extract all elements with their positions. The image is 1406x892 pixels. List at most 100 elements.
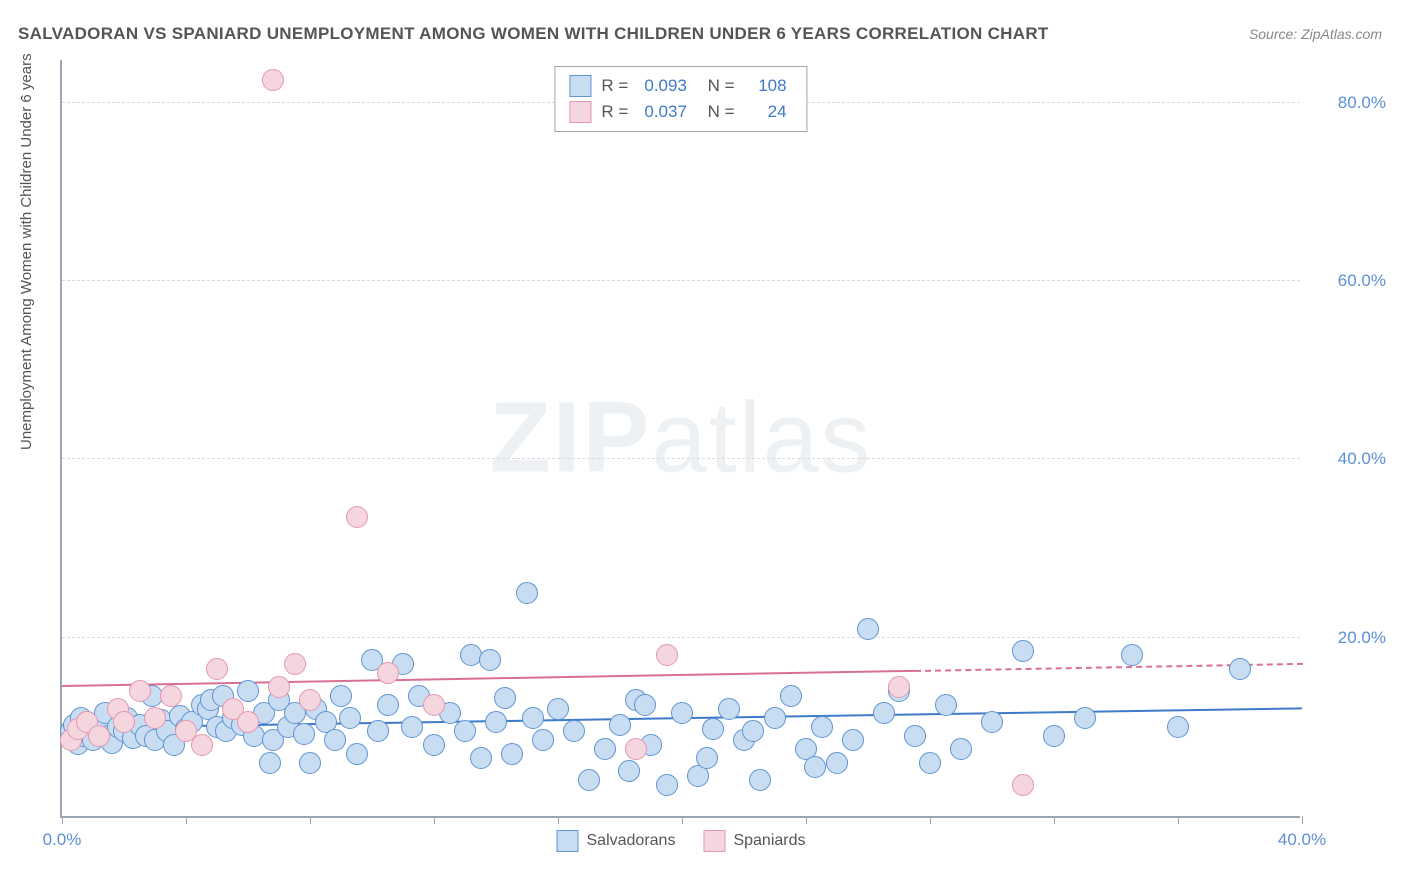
data-point (377, 694, 399, 716)
data-point (191, 734, 213, 756)
data-point (718, 698, 740, 720)
data-point (144, 707, 166, 729)
legend-swatch (569, 101, 591, 123)
data-point (377, 662, 399, 684)
data-point (888, 676, 910, 698)
xtick (310, 816, 311, 824)
data-point (618, 760, 640, 782)
data-point (609, 714, 631, 736)
data-point (857, 618, 879, 640)
data-point (346, 506, 368, 528)
data-point (563, 720, 585, 742)
data-point (401, 716, 423, 738)
series-name: Spaniards (733, 832, 805, 849)
watermark-light: atlas (651, 382, 872, 494)
gridline-h (62, 458, 1300, 459)
legend-r-label: R = (601, 76, 628, 96)
data-point (501, 743, 523, 765)
data-point (742, 720, 764, 742)
data-point (842, 729, 864, 751)
data-point (113, 711, 135, 733)
data-point (532, 729, 554, 751)
data-point (594, 738, 616, 760)
series-legend-item: Spaniards (703, 830, 805, 852)
data-point (804, 756, 826, 778)
ytick-label: 40.0% (1316, 449, 1386, 469)
ytick-label: 80.0% (1316, 93, 1386, 113)
data-point (919, 752, 941, 774)
legend-n-value: 24 (751, 102, 787, 122)
data-point (981, 711, 1003, 733)
data-point (470, 747, 492, 769)
data-point (324, 729, 346, 751)
legend-r-value: 0.093 (644, 76, 687, 96)
data-point (780, 685, 802, 707)
xtick (1178, 816, 1179, 824)
data-point (494, 687, 516, 709)
data-point (1167, 716, 1189, 738)
legend-swatch (703, 830, 725, 852)
legend-swatch (557, 830, 579, 852)
data-point (749, 769, 771, 791)
data-point (1074, 707, 1096, 729)
series-name: Salvadorans (587, 832, 676, 849)
data-point (578, 769, 600, 791)
gridline-h (62, 280, 1300, 281)
xtick (682, 816, 683, 824)
data-point (950, 738, 972, 760)
data-point (904, 725, 926, 747)
data-point (625, 738, 647, 760)
xtick (930, 816, 931, 824)
data-point (656, 644, 678, 666)
xtick (62, 816, 63, 824)
xtick (806, 816, 807, 824)
data-point (206, 658, 228, 680)
data-point (935, 694, 957, 716)
ytick-label: 60.0% (1316, 271, 1386, 291)
data-point (259, 752, 281, 774)
data-point (522, 707, 544, 729)
data-point (671, 702, 693, 724)
plot-area: ZIPatlas R =0.093 N =108R =0.037 N =24 S… (60, 60, 1300, 818)
gridline-h (62, 637, 1300, 638)
legend-row: R = 0.037 N = 24 (569, 99, 792, 125)
watermark: ZIPatlas (490, 381, 873, 496)
xtick (186, 816, 187, 824)
ytick-label: 20.0% (1316, 628, 1386, 648)
chart-title: SALVADORAN VS SPANIARD UNEMPLOYMENT AMON… (18, 24, 1049, 44)
series-legend: Salvadorans Spaniards (557, 830, 806, 852)
data-point (129, 680, 151, 702)
data-point (696, 747, 718, 769)
xtick (1302, 816, 1303, 824)
data-point (1043, 725, 1065, 747)
data-point (237, 711, 259, 733)
legend-swatch (569, 75, 591, 97)
legend-n-label: N = (703, 102, 735, 122)
data-point (547, 698, 569, 720)
xtick-label: 40.0% (1278, 830, 1326, 850)
data-point (237, 680, 259, 702)
data-point (873, 702, 895, 724)
legend-n-value: 108 (751, 76, 787, 96)
legend-r-label: R = (601, 102, 628, 122)
correlation-legend: R = 0.093 N = 108 R = 0.037 N = 24 (554, 66, 807, 132)
data-point (702, 718, 724, 740)
data-point (811, 716, 833, 738)
data-point (423, 734, 445, 756)
data-point (367, 720, 389, 742)
data-point (160, 685, 182, 707)
data-point (485, 711, 507, 733)
data-point (1229, 658, 1251, 680)
data-point (479, 649, 501, 671)
data-point (516, 582, 538, 604)
xtick (434, 816, 435, 824)
data-point (88, 725, 110, 747)
legend-r-value: 0.037 (644, 102, 687, 122)
xtick-label: 0.0% (43, 830, 82, 850)
data-point (1012, 774, 1034, 796)
xtick (1054, 816, 1055, 824)
watermark-bold: ZIP (490, 382, 652, 494)
data-point (262, 69, 284, 91)
data-point (299, 752, 321, 774)
data-point (423, 694, 445, 716)
